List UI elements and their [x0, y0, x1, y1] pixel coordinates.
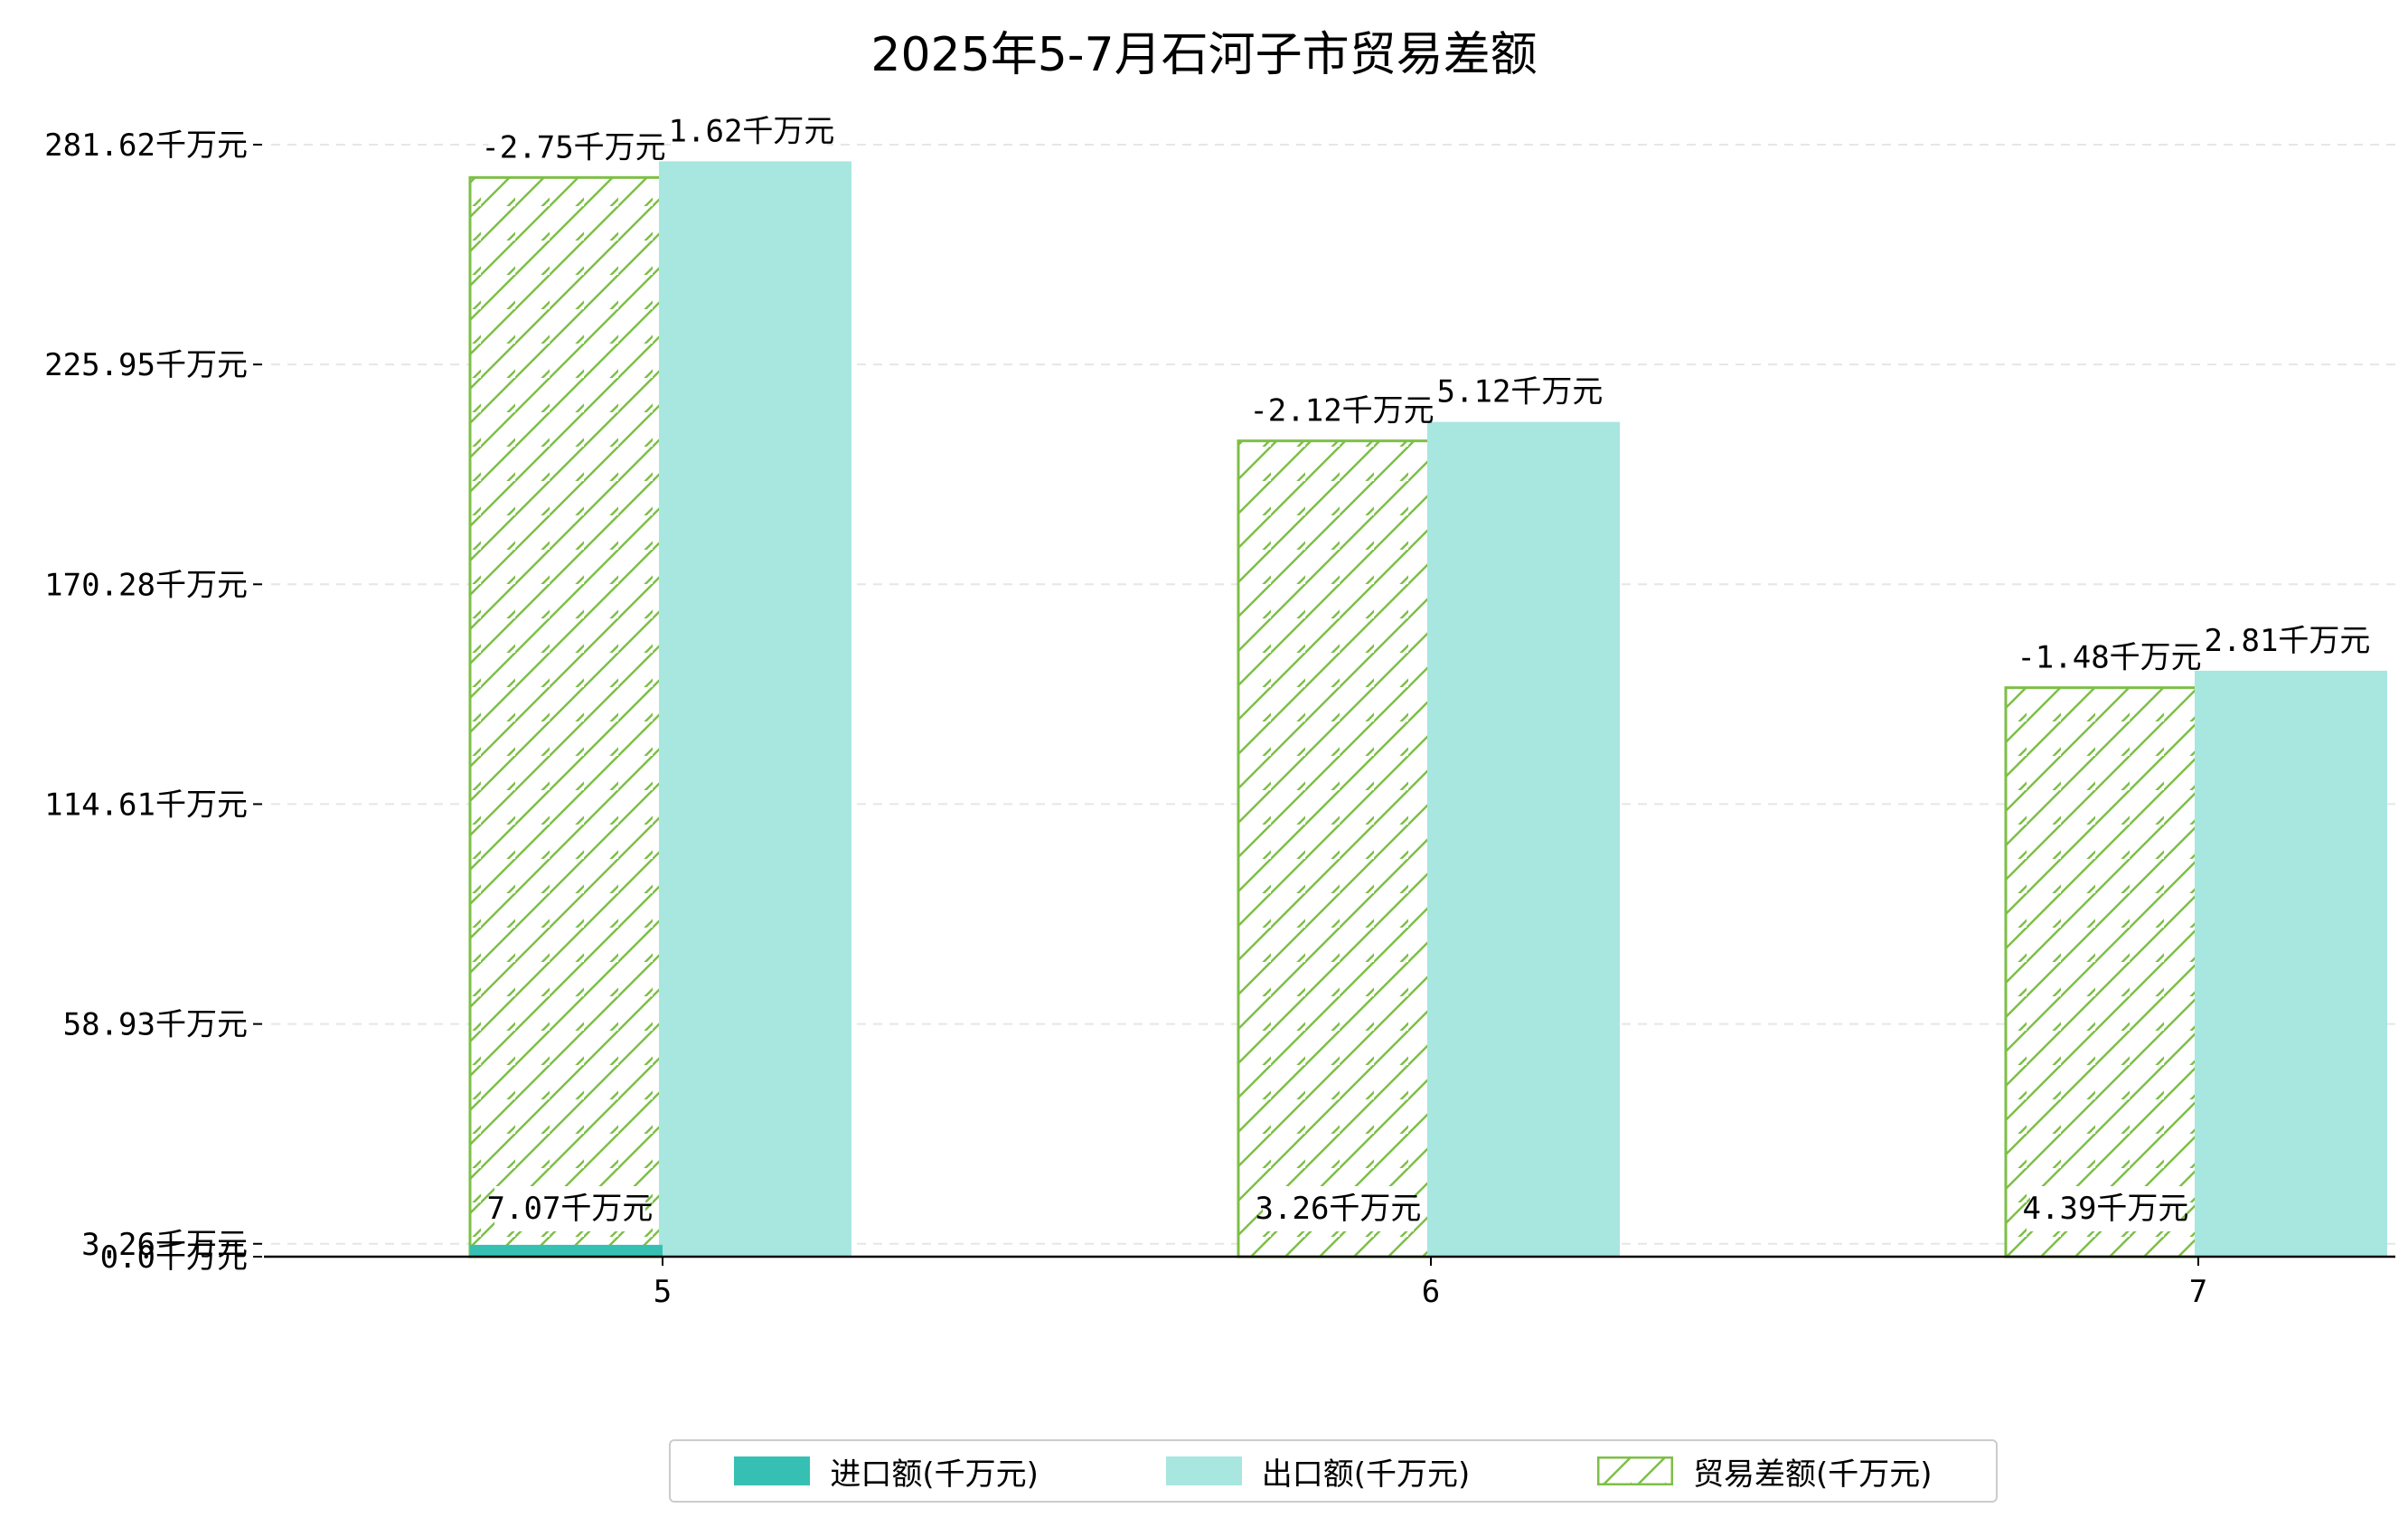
data-label-export: 1.62千万元	[669, 113, 835, 149]
y-tick-label: 58.93千万元	[63, 1007, 248, 1043]
legend-label-import: 进口额(千万元)	[830, 1456, 1039, 1493]
data-label-balance-bg	[2024, 635, 2195, 681]
bar-balance	[2004, 686, 2200, 1258]
bar-export	[659, 161, 851, 1258]
bar-balance	[468, 175, 664, 1258]
data-label-import: 7.07千万元	[487, 1191, 654, 1227]
chart-legend: 进口额(千万元) 出口额(千万元) 贸易差额(千万元)	[669, 1439, 1998, 1503]
data-label-import-bg	[494, 1186, 645, 1231]
legend-item-export: 出口额(千万元)	[1165, 1449, 1471, 1494]
legend-item-import: 进口额(千万元)	[734, 1449, 1039, 1494]
bar-export	[1427, 421, 1620, 1257]
legend-swatch-export	[1165, 1456, 1242, 1485]
data-label-export-bg	[2212, 617, 2363, 664]
y-tick-label: 3.26千万元	[81, 1227, 248, 1263]
data-label-import-bg	[2030, 1186, 2181, 1231]
data-label-export: 5.12千万元	[1437, 374, 1604, 410]
x-tick-label: 7	[2189, 1274, 2207, 1310]
x-tick-label: 6	[1422, 1274, 1440, 1310]
data-label-balance: -1.48千万元	[2017, 640, 2201, 676]
bar-import	[470, 1244, 663, 1257]
chart-title: 2025年5-7月石河子市贸易差额	[870, 28, 1538, 82]
data-label-import: 3.26千万元	[1256, 1191, 1422, 1227]
legend-label-export: 出口额(千万元)	[1261, 1456, 1471, 1493]
data-label-export-bg	[676, 108, 827, 155]
data-label-balance: -2.12千万元	[1249, 393, 1434, 429]
y-tick-label: 281.62千万元	[44, 127, 248, 164]
legend-label-balance: 贸易差额(千万元)	[1693, 1456, 1933, 1493]
x-tick-label: 5	[654, 1274, 672, 1310]
data-label-export-bg	[1444, 369, 1595, 415]
bar-export	[2195, 670, 2387, 1257]
data-label-balance-bg	[1256, 388, 1427, 434]
data-label-balance-bg	[488, 125, 659, 171]
legend-item-balance: 贸易差额(千万元)	[1597, 1449, 1933, 1494]
data-label-import: 4.39千万元	[2023, 1191, 2189, 1227]
y-tick-label: 225.95千万元	[44, 347, 248, 383]
y-tick-label: 170.28千万元	[44, 567, 248, 603]
bar-balance	[1237, 439, 1433, 1258]
data-label-import-bg	[1263, 1186, 1414, 1231]
legend-swatch-balance	[1597, 1456, 1674, 1485]
data-label-balance: -2.75千万元	[481, 129, 665, 165]
y-tick-label: 0.0千万元	[100, 1240, 248, 1276]
y-tick-label: 114.61千万元	[44, 787, 248, 823]
legend-swatch-import	[734, 1456, 811, 1485]
data-label-export: 2.81千万元	[2205, 623, 2371, 659]
